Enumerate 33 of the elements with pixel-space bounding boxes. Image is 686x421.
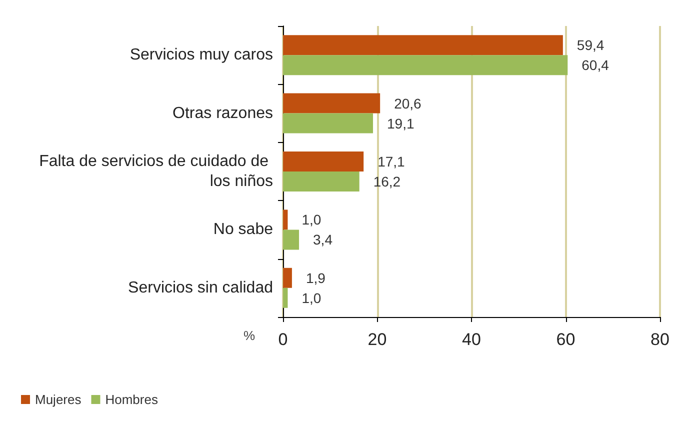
y-tick-label: No sabe: [213, 221, 274, 238]
data-label: 1,0: [302, 212, 322, 228]
data-label: 1,9: [306, 270, 326, 286]
bar: [283, 230, 300, 250]
legend-label: Hombres: [105, 392, 158, 407]
bar: [283, 172, 360, 192]
x-tick-label: 60: [556, 330, 576, 349]
data-label: 3,4: [313, 232, 333, 248]
bar: [283, 55, 568, 76]
data-label: 19,1: [387, 115, 414, 132]
y-tick-label: Falta de servicios de cuidado de los niños: [39, 153, 273, 190]
y-tick-label: Servicios muy caros: [130, 46, 273, 64]
legend-label: Mujeres: [35, 392, 82, 407]
data-label: 17,1: [378, 154, 406, 170]
bar: [283, 288, 288, 308]
y-tick-label: Servicios sin calidad: [128, 279, 273, 296]
x-tick-label: 20: [368, 330, 387, 349]
data-label: 59,4: [576, 37, 604, 54]
bar: [283, 152, 364, 172]
x-tick-label: 80: [650, 330, 670, 349]
y-tick-label: Otras razones: [172, 104, 273, 122]
x-axis-title: %: [243, 328, 256, 343]
bar: [283, 35, 563, 56]
bar: [283, 210, 288, 230]
x-tick-label: 40: [462, 330, 481, 349]
bar: [283, 113, 374, 134]
bar: [283, 268, 292, 288]
x-tick-label: 0: [278, 330, 288, 349]
data-label: 60,4: [582, 57, 610, 74]
data-label: 16,2: [373, 174, 401, 190]
data-label: 20,6: [394, 95, 422, 112]
bar: [283, 93, 380, 114]
data-label: 1,0: [302, 290, 322, 306]
